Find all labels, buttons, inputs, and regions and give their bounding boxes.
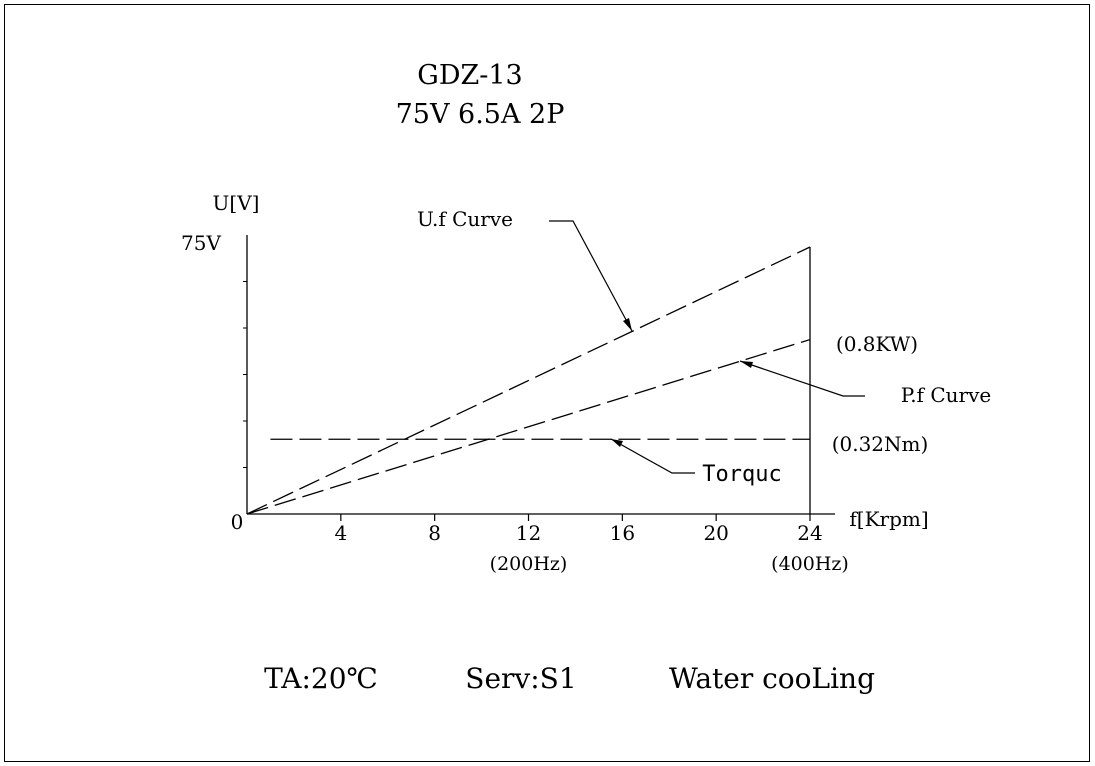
pf-leader: [739, 360, 865, 397]
uf-leader: [549, 220, 633, 332]
torque-leader: [610, 438, 695, 474]
footer-service: Serv:S1: [465, 662, 576, 695]
freq-label-12: (200Hz): [490, 553, 568, 575]
chart-title: GDZ-13: [417, 60, 522, 91]
pf-leader-arrowhead: [740, 361, 753, 368]
uf-curve-line: [246, 246, 811, 515]
chart-frame: [4, 4, 1090, 762]
freq-label-24: (400Hz): [771, 553, 849, 575]
power-annotation: (0.8KW): [836, 332, 918, 356]
uf-curve-label: U.f Curve: [417, 207, 513, 231]
y-tick-label-max: 75V: [181, 231, 221, 255]
x-tick-label-12: 12: [516, 521, 541, 545]
x-axis-label: f[Krpm]: [849, 507, 928, 531]
pf-curve-label: P.f Curve: [901, 383, 991, 407]
x-tick-label-8: 8: [428, 521, 441, 545]
x-tick-label-4: 4: [334, 521, 347, 545]
uf-leader-arrowhead: [623, 318, 632, 331]
x-tick-label-16: 16: [610, 521, 635, 545]
torque-annotation: (0.32Nm): [832, 432, 929, 456]
footer-ambient: TA:20℃: [264, 662, 378, 695]
y-axis-label: U[V]: [213, 191, 260, 215]
y-axis-ticks: [243, 281, 247, 468]
chart-subtitle: 75V 6.5A 2P: [396, 99, 565, 130]
footer-cooling: Water cooLing: [669, 662, 875, 695]
pf-curve-line: [246, 338, 811, 515]
x-tick-label-20: 20: [703, 521, 728, 545]
torque-leader-arrowhead: [611, 439, 623, 447]
x-tick-label-24: 24: [797, 521, 822, 545]
torque-curve-label: Torquc: [702, 462, 781, 487]
origin-label: 0: [231, 510, 244, 534]
